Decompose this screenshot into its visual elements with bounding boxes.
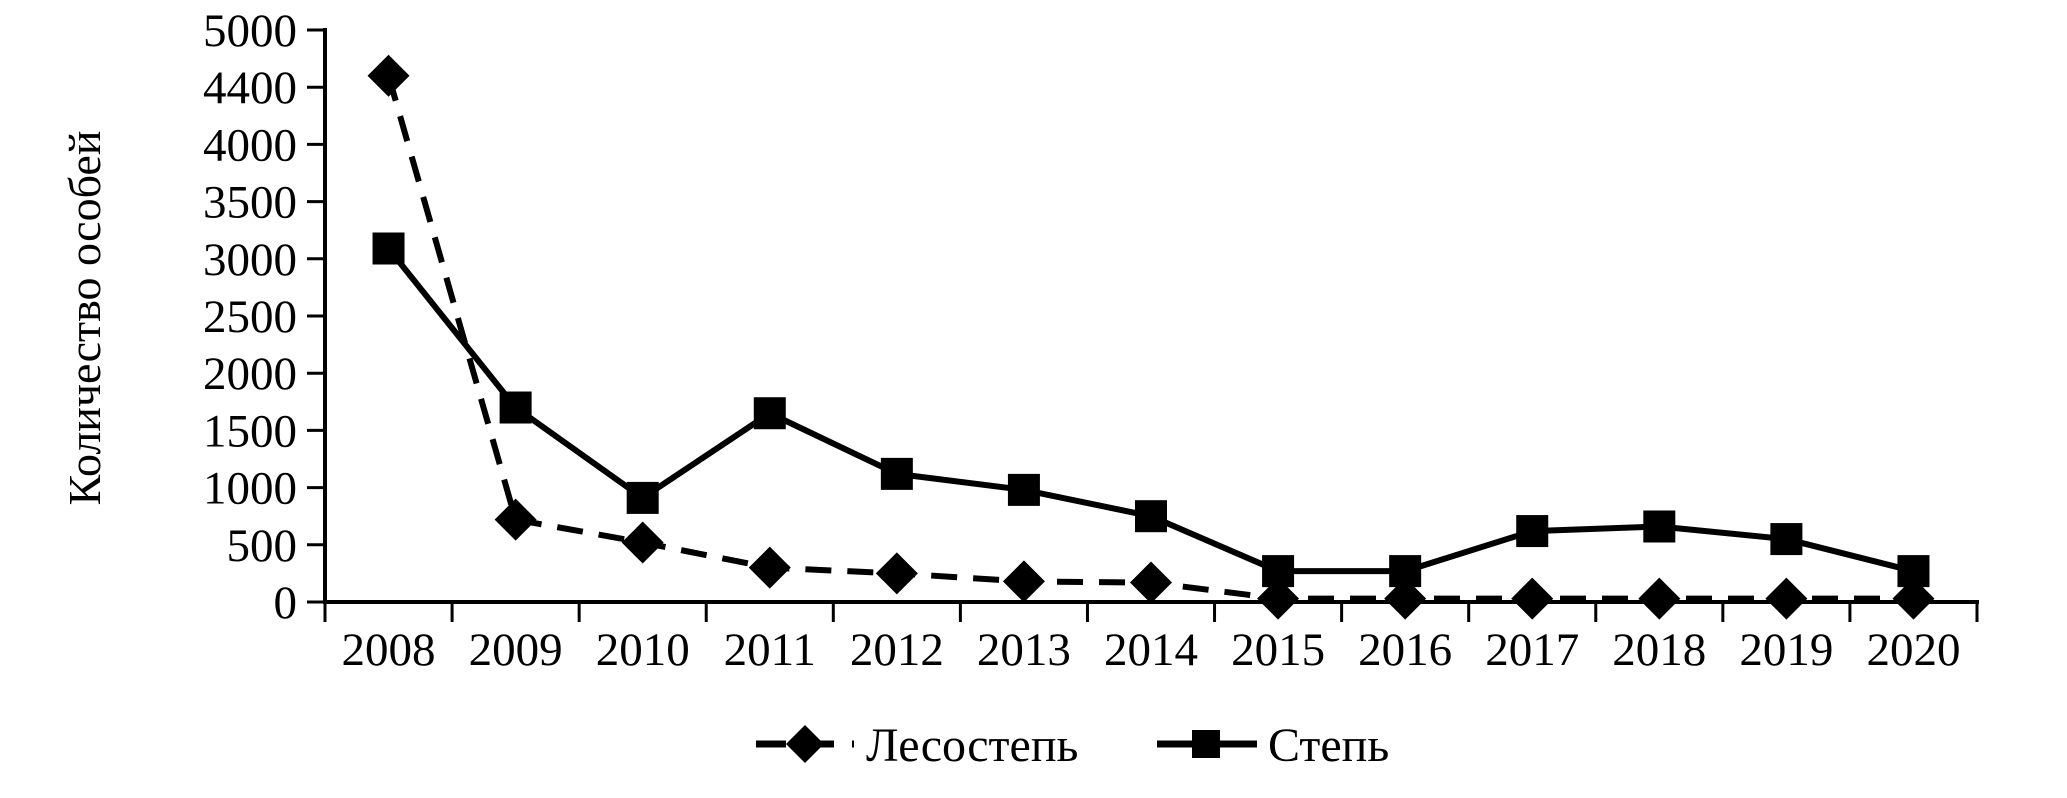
x-tick-label-2011: 2011 [724,624,816,676]
data-point-1-2013 [1007,473,1040,506]
data-point-1-2008 [372,232,405,265]
legend-item-lesostep: Лесостепь [756,719,1078,772]
legend-diamond-marker-icon [786,725,824,763]
data-point-0-2016 [1384,577,1427,620]
legend-label-lesostep: Лесостепь [866,719,1078,772]
y-axis-title: Количество особей [59,131,110,506]
data-point-0-2009 [494,498,537,541]
series-plot-area [367,54,1935,620]
x-tick-label-2012: 2012 [850,624,944,676]
data-point-0-2011 [748,546,791,589]
x-tick-label-2018: 2018 [1612,624,1706,676]
y-tick-label: 1500 [203,405,297,457]
data-point-0-2008 [367,54,410,97]
x-tick-label-2020: 2020 [1866,624,1960,676]
y-tick-label: 2500 [203,291,297,343]
data-point-1-2020 [1897,555,1930,588]
legend-item-step: Степь [1157,719,1389,772]
data-point-0-2010 [621,521,664,564]
data-point-1-2011 [753,397,786,430]
data-point-0-2014 [1130,561,1172,604]
data-point-0-2015 [1257,577,1300,620]
data-point-1-2015 [1262,555,1295,588]
y-tick-label: 1000 [203,463,297,515]
y-axis-ticks [307,28,325,604]
x-tick-label-2015: 2015 [1231,624,1325,676]
data-point-1-2014 [1135,500,1167,533]
data-point-1-2009 [499,391,532,424]
legend-label-step: Степь [1268,719,1389,772]
data-point-0-2012 [875,552,918,595]
x-tick-label-2010: 2010 [596,624,690,676]
data-point-1-2019 [1770,523,1803,556]
y-tick-label: 2000 [203,348,297,400]
legend-square-marker-icon [1192,730,1220,758]
y-tick-label: 500 [227,520,298,572]
x-tick-label-2016: 2016 [1358,624,1452,676]
x-tick-label-2019: 2019 [1739,624,1833,676]
data-point-0-2017 [1511,577,1554,620]
y-tick-label: 5000 [203,5,297,57]
x-tick-label-2008: 2008 [342,624,436,676]
data-point-0-2018 [1638,577,1681,620]
data-point-0-2020 [1892,577,1935,620]
legend: Лесостепь Степь [756,719,1389,772]
data-point-1-2012 [880,457,913,490]
y-tick-label: 3000 [203,234,297,286]
data-point-1-2017 [1516,515,1549,548]
y-tick-label: 4000 [203,119,297,171]
x-tick-label-2017: 2017 [1485,624,1579,676]
data-point-1-2016 [1389,555,1422,588]
y-tick-label: 4400 [203,62,297,114]
x-tick-label-2014: 2014 [1104,624,1198,676]
data-point-1-2018 [1643,510,1676,543]
y-tick-label: 3500 [203,177,297,229]
x-tick-label-2009: 2009 [469,624,563,676]
data-point-0-2019 [1765,577,1808,620]
x-axis-tick-labels: 2008 2009 2010 2011 2012 2013 2014 2015 2016 2017… [342,624,1961,676]
y-tick-label: 0 [274,577,298,629]
data-point-0-2013 [1002,560,1045,603]
x-axis-ticks [323,602,1979,622]
x-tick-label-2013: 2013 [977,624,1071,676]
data-point-1-2010 [626,481,659,514]
